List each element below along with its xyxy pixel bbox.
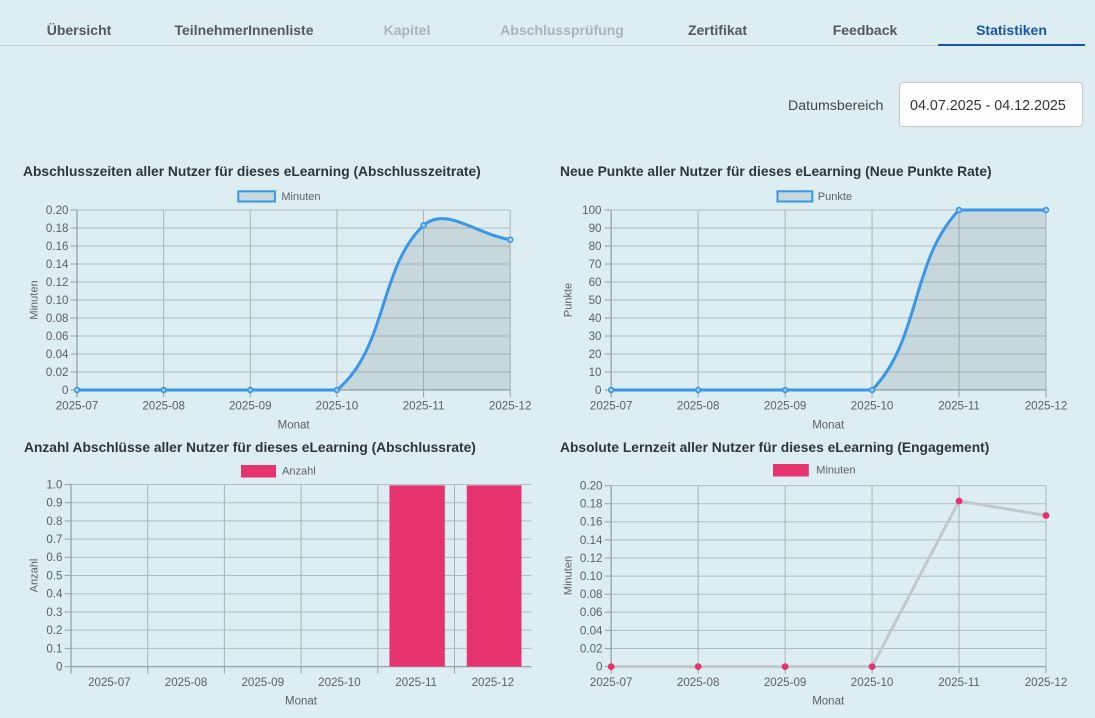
svg-text:2025-09: 2025-09 [229,400,272,413]
svg-text:2025-09: 2025-09 [241,676,284,689]
svg-text:0.20: 0.20 [580,480,603,493]
svg-text:Abschlusszeiten aller Nutzer f: Abschlusszeiten aller Nutzer für dieses … [23,164,481,179]
svg-text:0.14: 0.14 [46,258,69,271]
svg-text:Anzahl: Anzahl [282,466,316,478]
svg-text:Anzahl Abschlüsse aller Nutzer: Anzahl Abschlüsse aller Nutzer für diese… [24,440,476,455]
svg-text:100: 100 [582,204,601,217]
svg-text:0.06: 0.06 [46,330,69,343]
svg-text:2025-11: 2025-11 [938,676,980,689]
svg-text:2025-07: 2025-07 [88,676,131,689]
svg-text:Monat: Monat [278,420,311,432]
svg-text:0.12: 0.12 [580,552,603,565]
svg-text:80: 80 [589,240,602,253]
svg-text:0.02: 0.02 [580,642,603,655]
svg-text:0.20: 0.20 [46,204,69,217]
svg-text:0.18: 0.18 [46,222,69,235]
svg-text:70: 70 [589,258,602,271]
svg-text:0.14: 0.14 [580,534,603,547]
svg-text:Monat: Monat [812,696,845,708]
svg-text:Minuten: Minuten [29,280,41,319]
svg-text:2025-07: 2025-07 [56,400,99,413]
svg-text:2025-12: 2025-12 [1025,676,1068,689]
svg-text:2025-11: 2025-11 [938,400,980,413]
svg-text:0.7: 0.7 [46,533,62,546]
svg-text:2025-08: 2025-08 [142,400,185,413]
svg-text:0: 0 [62,384,68,397]
svg-text:20: 20 [589,348,602,361]
svg-text:0.12: 0.12 [46,276,69,289]
svg-text:60: 60 [589,276,602,289]
svg-text:0.2: 0.2 [46,624,62,637]
svg-text:2025-11: 2025-11 [395,676,437,689]
svg-text:0.18: 0.18 [580,498,603,511]
svg-text:Monat: Monat [285,696,318,708]
svg-text:2025-08: 2025-08 [165,676,208,689]
svg-text:Absolute Lernzeit aller Nutzer: Absolute Lernzeit aller Nutzer für diese… [560,440,989,455]
svg-text:0.10: 0.10 [46,294,69,307]
svg-text:2025-07: 2025-07 [590,676,633,689]
svg-text:40: 40 [589,312,602,325]
svg-text:0.02: 0.02 [46,366,69,379]
svg-text:2025-08: 2025-08 [677,400,720,413]
svg-text:2025-12: 2025-12 [472,676,515,689]
svg-text:0.3: 0.3 [46,606,62,619]
svg-text:0.16: 0.16 [580,516,603,529]
svg-text:0.08: 0.08 [46,312,69,325]
svg-text:0.9: 0.9 [46,497,62,510]
svg-text:2025-10: 2025-10 [316,400,359,413]
svg-text:0.8: 0.8 [46,515,62,528]
svg-text:0.16: 0.16 [46,240,69,253]
svg-text:90: 90 [589,222,602,235]
svg-text:0.4: 0.4 [46,588,63,601]
svg-text:0.1: 0.1 [46,642,62,655]
svg-text:2025-10: 2025-10 [851,676,894,689]
svg-text:2025-09: 2025-09 [764,676,807,689]
svg-text:2025-08: 2025-08 [677,676,720,689]
svg-text:2025-09: 2025-09 [764,400,807,413]
svg-text:Monat: Monat [812,420,845,432]
svg-text:0.06: 0.06 [580,606,603,619]
svg-text:2025-11: 2025-11 [403,400,445,413]
svg-text:2025-10: 2025-10 [851,400,894,413]
svg-text:Anzahl: Anzahl [29,559,41,593]
svg-text:Minuten: Minuten [816,465,855,477]
svg-text:2025-12: 2025-12 [489,400,532,413]
svg-text:10: 10 [589,366,602,379]
svg-text:50: 50 [589,294,602,307]
svg-text:Minuten: Minuten [563,556,575,595]
svg-text:0.04: 0.04 [46,348,69,361]
svg-text:1.0: 1.0 [46,478,62,491]
svg-text:2025-10: 2025-10 [318,676,361,689]
svg-text:0: 0 [56,661,62,674]
svg-text:Punkte: Punkte [563,283,575,317]
svg-text:0.6: 0.6 [46,551,62,564]
svg-text:0.5: 0.5 [46,569,62,582]
svg-text:0: 0 [595,384,601,397]
svg-text:Neue Punkte aller Nutzer für d: Neue Punkte aller Nutzer für dieses eLea… [560,164,992,179]
svg-text:Minuten: Minuten [281,191,320,203]
svg-text:0.10: 0.10 [580,570,603,583]
svg-text:0: 0 [596,661,602,674]
svg-text:0.08: 0.08 [580,588,603,601]
svg-text:Punkte: Punkte [818,191,852,203]
svg-text:30: 30 [589,330,602,343]
svg-text:2025-07: 2025-07 [590,400,633,413]
svg-text:2025-12: 2025-12 [1025,400,1068,413]
svg-text:0.04: 0.04 [580,624,603,637]
